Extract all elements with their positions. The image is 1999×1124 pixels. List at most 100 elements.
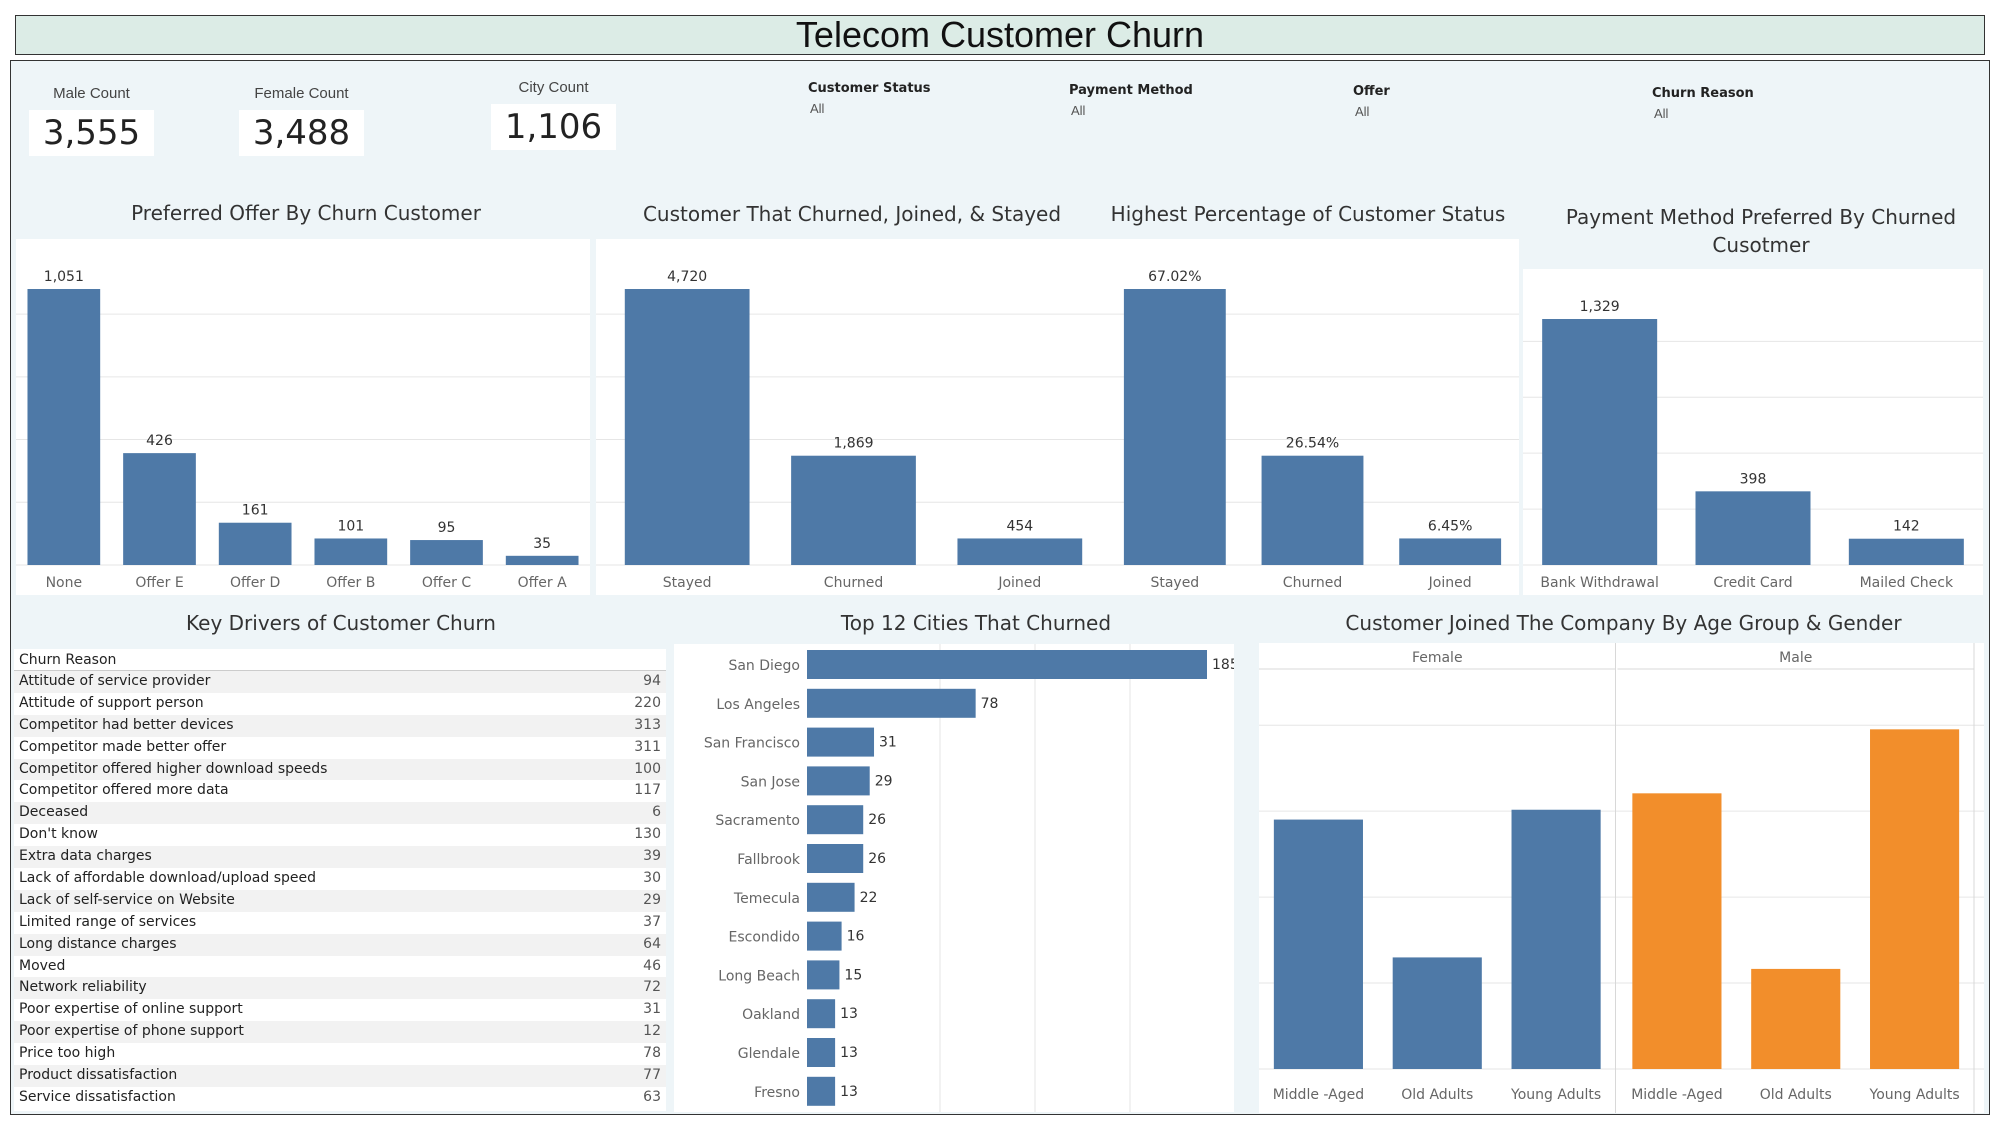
filter-customer-status[interactable]: Customer Status All [808, 81, 931, 116]
churn-count-cell: 100 [634, 760, 661, 777]
drivers-table-body: Attitude of service provider 94 Attitude o… [14, 671, 666, 1109]
category-label: Sacramento [715, 813, 800, 829]
churn-count-cell: 6 [652, 804, 661, 821]
churn-reason-cell: Long distance charges [19, 935, 177, 952]
filter-payment-method[interactable]: Payment Method All [1069, 83, 1193, 118]
bar [807, 999, 836, 1029]
table-row: Lack of self-service on Website 29 [14, 889, 666, 912]
bar [1751, 968, 1841, 1069]
bar [1399, 538, 1502, 565]
table-row: Poor expertise of online support 31 [14, 999, 666, 1021]
payment-chart: 1,329 Bank Withdrawal 398 Credit Card 142 Mai… [1523, 299, 1983, 591]
bar [807, 1038, 836, 1067]
offer-chart-title: Preferred Offer By Churn Customer [131, 201, 481, 225]
data-label: 454 [1006, 518, 1033, 534]
bar [410, 540, 483, 565]
category-label: Glendale [738, 1046, 800, 1062]
category-label: Temecula [733, 891, 800, 907]
bar [505, 555, 579, 565]
table-row: Network reliability 72 [14, 977, 666, 1000]
offer-chart-panel: 1,051 None 426 Offer E 161 Offer D 101 Offer B 9… [16, 239, 590, 595]
filter-label: Offer [1353, 84, 1390, 99]
kpi-male-label: Male Count [53, 85, 130, 102]
category-label: Joined [997, 575, 1041, 591]
bar [807, 921, 842, 951]
data-label: 95 [438, 520, 456, 536]
churn-reason-cell: Poor expertise of online support [19, 1001, 243, 1018]
filter-label: Payment Method [1069, 83, 1193, 98]
data-label: 26 [868, 812, 886, 828]
panel-header: Female [1412, 650, 1463, 666]
churn-count-cell: 311 [634, 738, 661, 755]
data-label: 101 [337, 518, 364, 534]
bar [624, 289, 750, 565]
bar [1542, 319, 1658, 565]
churn-count-cell: 31 [643, 1001, 661, 1018]
category-label: Escondido [728, 930, 800, 946]
filter-label: Churn Reason [1652, 86, 1754, 101]
churn-count-cell: 94 [643, 673, 661, 689]
dashboard-title-bar: Telecom Customer Churn [15, 14, 1985, 55]
category-label: San Jose [741, 774, 800, 790]
churn-count-cell: 78 [643, 1045, 661, 1062]
churn-count-cell: 64 [643, 935, 661, 952]
data-label: 1,869 [833, 436, 873, 452]
category-label: Offer A [518, 575, 567, 591]
category-label: Stayed [663, 575, 712, 591]
percent-chart: 67.02% Stayed 26.54% Churned 6.45% Joined [1106, 269, 1519, 591]
table-row: Service dissatisfaction 63 [14, 1087, 666, 1109]
table-row: Deceased 6 [14, 802, 666, 825]
data-label: 142 [1893, 519, 1920, 535]
bar [218, 522, 292, 565]
category-label: Stayed [1150, 575, 1199, 591]
kpi-city-label: City Count [518, 79, 589, 96]
category-label: San Francisco [704, 736, 800, 752]
bar [807, 805, 864, 835]
status-chart-title: Customer That Churned, Joined, & Stayed [642, 202, 1062, 226]
kpi-male-value: 3,555 [29, 110, 154, 156]
filter-value[interactable]: All [810, 101, 825, 116]
age-gender-chart: Female Middle -Aged Old Adults Young Adults… [1259, 643, 1984, 1113]
churn-reason-cell: Competitor offered higher download speed… [19, 760, 328, 777]
churn-count-cell: 130 [634, 826, 661, 843]
drivers-table-header: Churn Reason [14, 649, 666, 671]
data-label: 22 [860, 890, 878, 906]
table-row: Attitude of support person 220 [14, 693, 666, 715]
churn-reason-cell: Attitude of service provider [19, 673, 211, 689]
data-label: 426 [146, 433, 173, 449]
status-chart: 4,720 Stayed 1,869 Churned 454 Joined [596, 269, 1111, 591]
data-label: 13 [840, 1006, 858, 1022]
bar [123, 453, 196, 565]
churn-reason-cell: Limited range of services [19, 913, 197, 930]
data-label: 26 [868, 851, 886, 867]
table-row: Extra data charges 39 [14, 846, 666, 869]
table-row: Poor expertise of phone support 12 [14, 1021, 666, 1044]
category-label: Credit Card [1713, 575, 1792, 591]
age-chart-title: Customer Joined The Company By Age Group… [1345, 611, 1902, 635]
bar [791, 455, 916, 565]
churn-count-cell: 72 [643, 979, 661, 996]
bar [1511, 809, 1601, 1069]
data-label: 398 [1740, 471, 1767, 487]
data-label: 26.54% [1286, 436, 1339, 452]
filter-churn-reason[interactable]: Churn Reason All [1652, 86, 1754, 121]
category-label: Fallbrook [737, 852, 801, 868]
kpi-male: Male Count 3,555 [29, 85, 154, 156]
churn-reason-cell: Service dissatisfaction [19, 1088, 176, 1105]
bar [27, 289, 101, 565]
filter-value[interactable]: All [1071, 103, 1086, 118]
filter-value[interactable]: All [1654, 106, 1669, 121]
filter-value[interactable]: All [1355, 104, 1370, 119]
table-row: Lack of affordable download/upload speed… [14, 868, 666, 890]
churn-reason-cell: Network reliability [19, 979, 147, 996]
filter-offer[interactable]: Offer All [1353, 84, 1390, 119]
data-label: 16 [847, 929, 865, 945]
category-label: Long Beach [718, 968, 800, 984]
cities-chart-panel: San Diego 185 Los Angeles 78 San Francisco 31… [674, 644, 1239, 1112]
churn-reason-cell: Competitor made better offer [19, 738, 227, 755]
bar [314, 538, 388, 565]
offer-chart: 1,051 None 426 Offer E 161 Offer D 101 Offer B 9… [16, 269, 590, 591]
table-row: Competitor had better devices 313 [14, 714, 666, 737]
churn-count-cell: 29 [643, 891, 661, 908]
data-label: 13 [840, 1045, 858, 1061]
